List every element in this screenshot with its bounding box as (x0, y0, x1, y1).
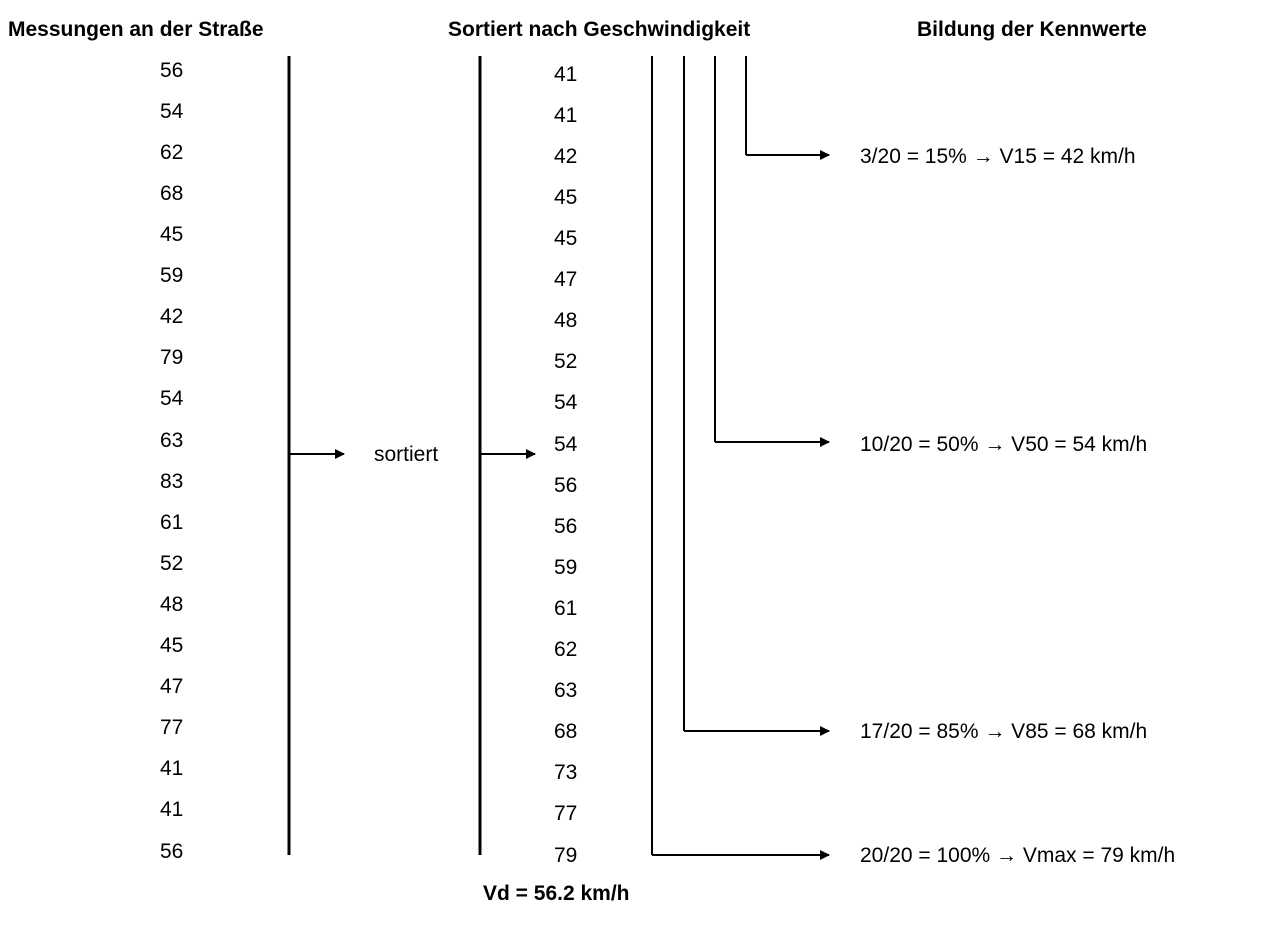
sorted-value: 48 (554, 309, 578, 332)
raw-value: 56 (160, 59, 184, 82)
raw-value: 61 (160, 511, 184, 534)
raw-value: 83 (160, 470, 184, 493)
sorted-value: 41 (554, 104, 578, 127)
raw-value: 48 (160, 593, 184, 616)
sorted-value: 73 (554, 761, 578, 784)
result-v85: 17/20 = 85% → V85 = 68 km/h (860, 720, 1148, 743)
sorted-value: 61 (554, 597, 578, 620)
sorted-value: 52 (554, 350, 578, 373)
sorted-value: 63 (554, 679, 578, 702)
sorted-value: 45 (554, 227, 578, 250)
raw-value: 77 (160, 716, 184, 739)
raw-value: 56 (160, 840, 184, 863)
raw-value: 45 (160, 634, 184, 657)
raw-value: 54 (160, 387, 184, 410)
result-v15: 3/20 = 15% → V15 = 42 km/h (860, 145, 1136, 168)
raw-value: 59 (160, 264, 184, 287)
raw-value: 47 (160, 675, 184, 698)
sorted-value: 77 (554, 802, 578, 825)
raw-value: 68 (160, 182, 184, 205)
sorted-value: 62 (554, 638, 578, 661)
sorted-value: 56 (554, 515, 578, 538)
raw-value: 41 (160, 757, 184, 780)
raw-value: 45 (160, 223, 184, 246)
raw-value: 52 (160, 552, 184, 575)
sorted-value: 68 (554, 720, 578, 743)
sorted-value: 59 (554, 556, 578, 579)
heading-measurements: Messungen an der Straße (8, 18, 264, 41)
raw-value: 62 (160, 141, 184, 164)
sorted-label: sortiert (374, 443, 439, 466)
raw-value: 42 (160, 305, 184, 328)
raw-value: 54 (160, 100, 184, 123)
sorted-value: 47 (554, 268, 578, 291)
heading-sorted: Sortiert nach Geschwindigkeit (448, 18, 751, 41)
raw-value: 41 (160, 798, 184, 821)
average-speed: Vd = 56.2 km/h (483, 882, 630, 905)
raw-value: 63 (160, 429, 184, 452)
sorted-value: 54 (554, 433, 578, 456)
raw-value: 79 (160, 346, 184, 369)
heading-characteristics: Bildung der Kennwerte (917, 18, 1147, 41)
sorted-value: 42 (554, 145, 578, 168)
sorted-value: 79 (554, 844, 578, 867)
sorted-value: 56 (554, 474, 578, 497)
result-vmax: 20/20 = 100% → Vmax = 79 km/h (860, 844, 1176, 867)
sorted-value: 54 (554, 391, 578, 414)
sorted-value: 45 (554, 186, 578, 209)
result-v50: 10/20 = 50% → V50 = 54 km/h (860, 433, 1148, 456)
sorted-value: 41 (554, 63, 578, 86)
